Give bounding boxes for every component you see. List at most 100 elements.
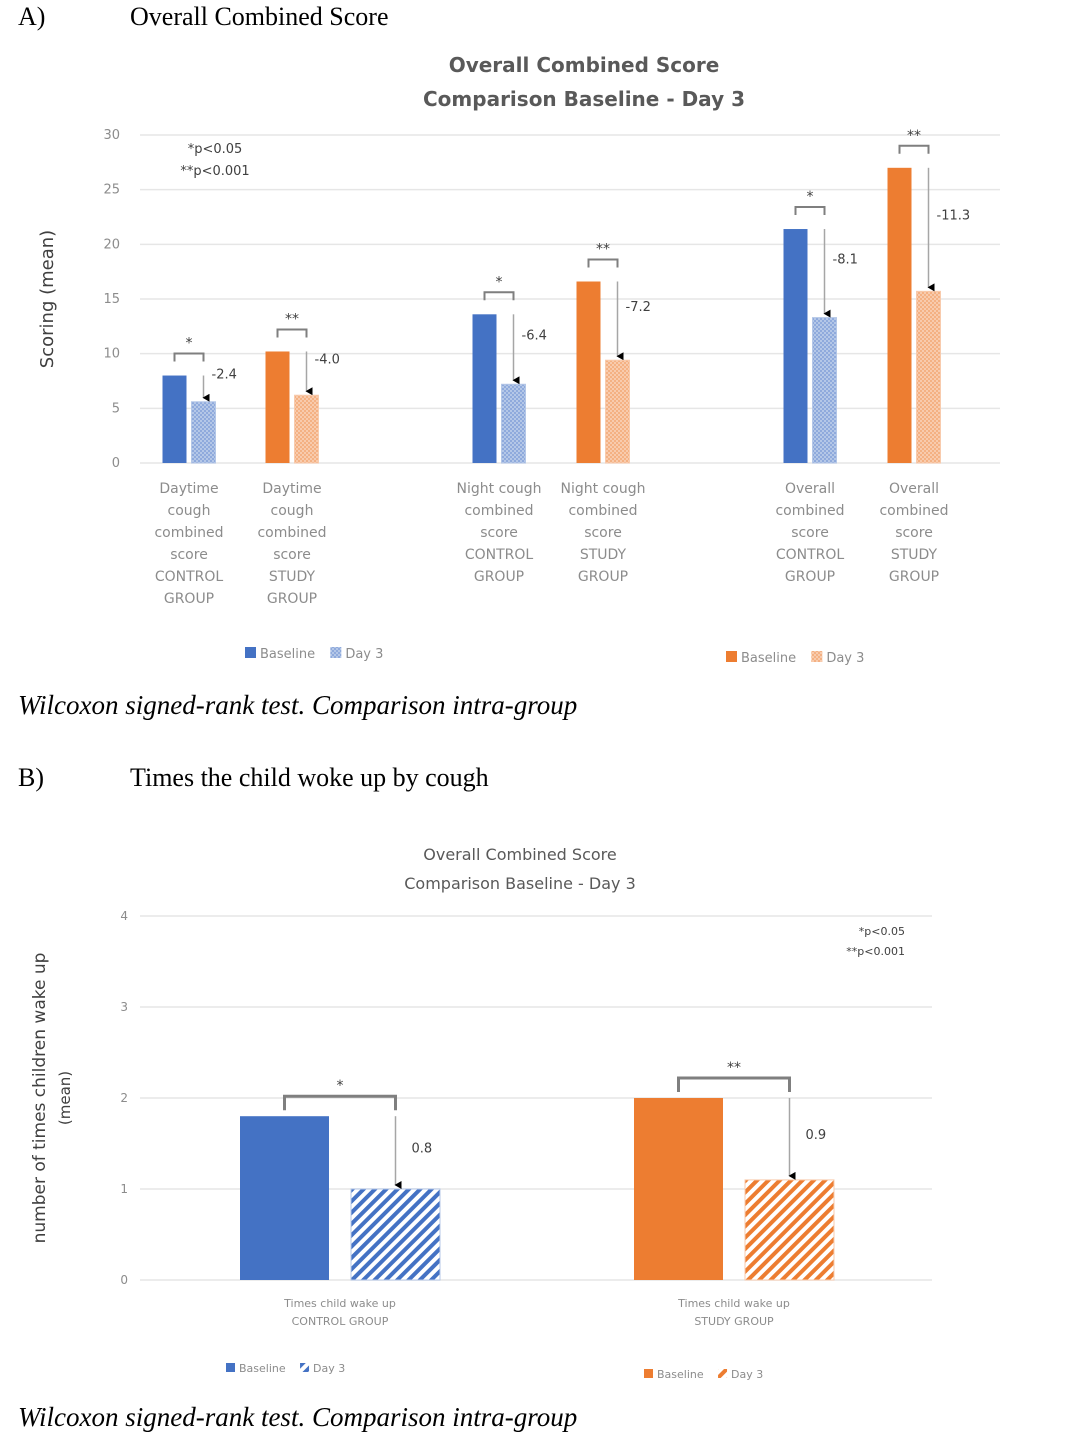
chart-0-category-label: score — [791, 525, 829, 541]
chart-0-legend-swatch-baseline — [726, 651, 737, 662]
chart-0-bar-day3-control — [812, 317, 837, 464]
chart-0-significance-note: *p<0.05 — [188, 142, 243, 157]
chart-0-significance-stars: * — [807, 189, 814, 205]
chart-0-category-label: Daytime — [262, 481, 321, 497]
chart-1-category-label: STUDY GROUP — [694, 1315, 774, 1328]
panel-a-caption: Wilcoxon signed-rank test. Comparison in… — [18, 690, 578, 720]
chart-0-category-label: score — [170, 547, 208, 563]
chart-0-difference-label: -6.4 — [522, 328, 547, 343]
chart-0-difference-label: -7.2 — [626, 300, 651, 315]
chart-0-legend-label-baseline: Baseline — [260, 647, 315, 662]
chart-1-significance-stars: * — [337, 1078, 344, 1094]
chart-0-bar-day3-study — [294, 394, 319, 464]
chart-0-significance-stars: ** — [285, 311, 299, 327]
chart-1-bar-baseline-study — [634, 1098, 723, 1280]
chart-0-category-label: combined — [879, 503, 948, 519]
chart-0-y-tick-label: 0 — [112, 456, 120, 471]
chart-0-category-label: GROUP — [578, 569, 628, 585]
chart-1-legend-swatch-day3 — [300, 1363, 310, 1372]
chart-0-y-tick-label: 30 — [103, 128, 120, 143]
chart-0-category-label: score — [895, 525, 933, 541]
chart-0-category-label: Overall — [785, 481, 835, 497]
chart-0-category-label: STUDY — [580, 547, 627, 563]
chart-0-category-label: Night cough — [457, 481, 542, 497]
chart-0-category-label: GROUP — [267, 591, 317, 607]
chart-0-bar-day3-study — [605, 359, 630, 464]
panel-b-letter: B) — [18, 763, 44, 792]
chart-1-significance-note: *p<0.05 — [859, 925, 905, 938]
panel-a-heading: Overall Combined Score — [130, 2, 389, 31]
chart-1-category-label: Times child wake up — [677, 1297, 790, 1310]
chart-0-category-label: combined — [154, 525, 223, 541]
chart-0-y-axis-label: Scoring (mean) — [37, 230, 58, 368]
chart-0-significance-stars: * — [496, 274, 503, 290]
chart-1-y-tick-label: 4 — [120, 909, 128, 923]
chart-0-difference-label: -8.1 — [833, 252, 858, 267]
chart-0-bar-baseline-control — [783, 229, 808, 463]
chart-0-category-label: score — [480, 525, 518, 541]
chart-1-bar-day3-control — [350, 1188, 441, 1281]
chart-1-legend-label-baseline: Baseline — [657, 1368, 704, 1381]
chart-1-y-tick-label: 0 — [120, 1273, 128, 1287]
panel-b-heading: Times the child woke up by cough — [130, 763, 489, 792]
chart-1-legend-label-day3: Day 3 — [313, 1362, 345, 1375]
chart-0-category-label: combined — [568, 503, 637, 519]
chart-0-difference-label: -11.3 — [937, 209, 971, 224]
chart-0-significance-stars: * — [186, 336, 193, 352]
chart-0-category-label: GROUP — [474, 569, 524, 585]
chart-0-category-label: score — [273, 547, 311, 563]
chart-0-difference-label: -4.0 — [315, 352, 340, 367]
chart-0-significance-bracket — [483, 291, 515, 301]
chart-0-legend-label-baseline: Baseline — [741, 651, 796, 666]
chart-1-y-axis-label: (mean) — [56, 1071, 74, 1125]
chart-0-significance-bracket — [898, 144, 930, 154]
chart-1-significance-bracket — [283, 1094, 397, 1111]
chart-0-legend-swatch-day3 — [330, 647, 342, 658]
chart-1-title-line-0: Overall Combined Score — [423, 845, 616, 864]
chart-0-category-label: combined — [257, 525, 326, 541]
chart-1-bar-day3-study — [744, 1179, 835, 1281]
chart-1-category-label: CONTROL GROUP — [292, 1315, 389, 1328]
chart-1-legend-swatch-day3 — [718, 1369, 728, 1378]
chart-0-bar-baseline-study — [265, 351, 290, 463]
chart-0-difference-label: -2.4 — [212, 368, 237, 383]
chart-0-y-tick-label: 20 — [103, 237, 120, 252]
chart-0-category-label: STUDY — [269, 569, 316, 585]
chart-0-category-label: Night cough — [561, 481, 646, 497]
chart-0-category-label: CONTROL — [776, 547, 845, 563]
chart-0-y-tick-label: 15 — [103, 292, 120, 307]
chart-0-category-label: Overall — [889, 481, 939, 497]
chart-0-bar-day3-study — [916, 290, 941, 464]
chart-0-category-label: cough — [271, 503, 314, 519]
chart-0-significance-bracket — [276, 328, 308, 338]
chart-0-category-label: cough — [168, 503, 211, 519]
chart-0-bar-baseline-study — [887, 167, 912, 464]
panel-b-caption: Wilcoxon signed-rank test. Comparison in… — [18, 1402, 578, 1432]
chart-1-legend-swatch-baseline — [644, 1369, 653, 1378]
chart-1-significance-note: **p<0.001 — [846, 945, 905, 958]
chart-0-y-tick-label: 5 — [112, 401, 120, 416]
chart-0-significance-note: **p<0.001 — [180, 164, 249, 179]
chart-0-category-label: GROUP — [164, 591, 214, 607]
chart-0-category-label: CONTROL — [155, 569, 224, 585]
chart-0-title-line-0: Overall Combined Score — [449, 53, 720, 77]
chart-0-category-label: Daytime — [159, 481, 218, 497]
chart-0-significance-stars: ** — [596, 242, 610, 258]
chart-1-legend-label-baseline: Baseline — [239, 1362, 286, 1375]
chart-0-title-line-1: Comparison Baseline - Day 3 — [423, 87, 745, 111]
chart-0-category-label: GROUP — [889, 569, 939, 585]
chart-1-y-tick-label: 2 — [120, 1091, 128, 1105]
chart-0-category-label: CONTROL — [465, 547, 534, 563]
chart-1-legend-swatch-baseline — [226, 1363, 235, 1372]
chart-0-bar-day3-control — [501, 383, 526, 464]
chart-0-significance-stars: ** — [907, 128, 921, 144]
chart-1-significance-stars: ** — [727, 1060, 741, 1076]
chart-0-significance-bracket — [587, 258, 619, 268]
chart-0-y-tick-label: 25 — [103, 183, 120, 198]
chart-1-legend-label-day3: Day 3 — [731, 1368, 763, 1381]
chart-1-y-axis-label: number of times children wake up — [30, 953, 50, 1244]
chart-1-y-tick-label: 3 — [120, 1000, 128, 1014]
chart-0-category-label: combined — [775, 503, 844, 519]
chart-0-bar-day3-control — [191, 401, 216, 464]
